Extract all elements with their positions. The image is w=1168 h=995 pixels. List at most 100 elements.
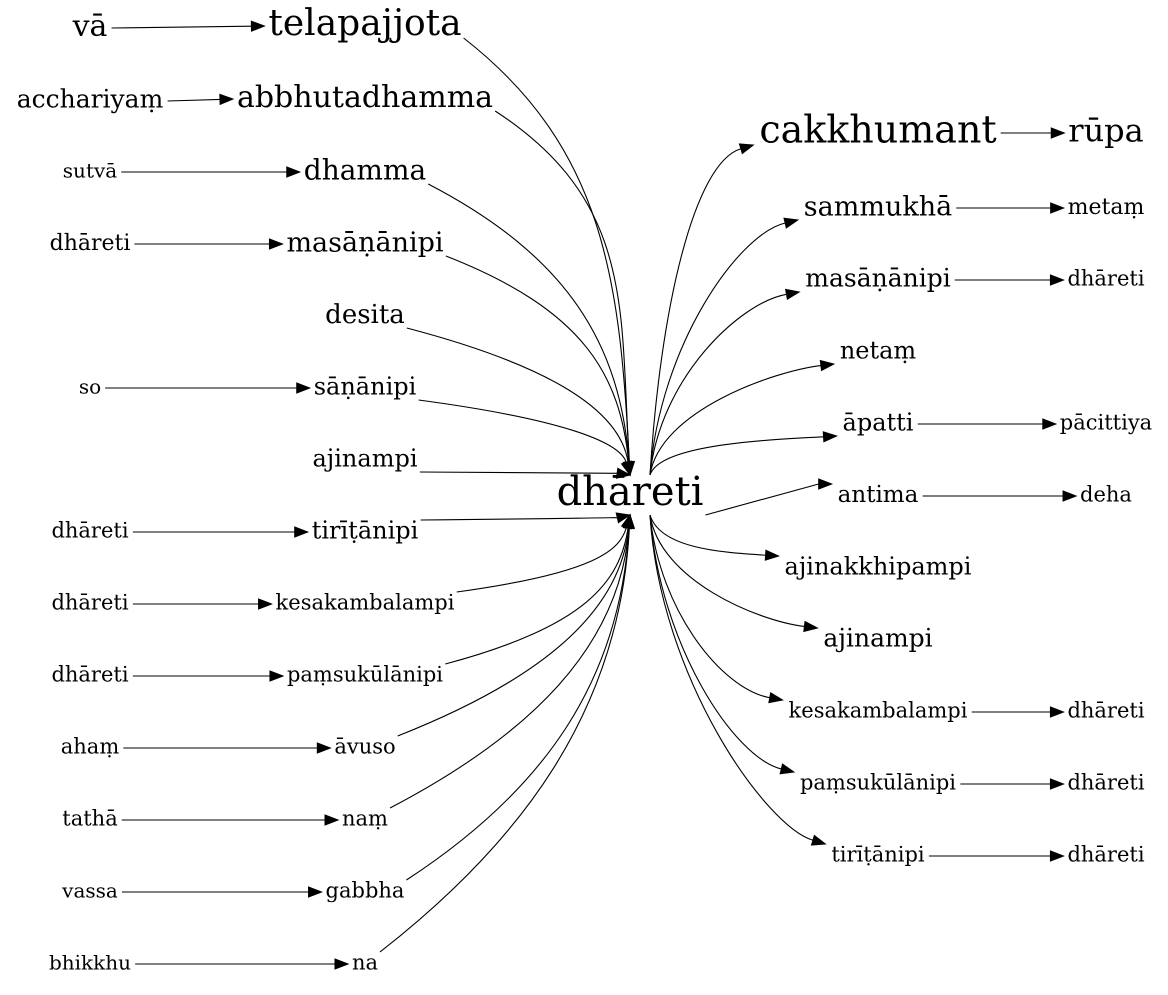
arrowhead-l8-m8 <box>294 526 310 538</box>
node-l1: vā <box>72 9 108 44</box>
edge-center-r10 <box>649 514 782 770</box>
arrowhead-center-r1 <box>738 143 755 155</box>
edge-l1-m1 <box>111 25 252 29</box>
edge-m13-center <box>406 527 630 881</box>
node-m4: masāṇānipi <box>286 228 443 259</box>
node-m9: kesakambalampi <box>276 591 455 615</box>
edge-m11-center <box>397 527 630 737</box>
node-l9: dhāreti <box>51 591 128 615</box>
arrowhead-center-r11 <box>810 834 827 846</box>
node-l13: vassa <box>61 879 118 903</box>
arrowhead-r3-f3 <box>1049 274 1065 286</box>
edge-center-r8 <box>649 514 805 627</box>
edge-m10-center <box>445 527 629 665</box>
node-f11: dhāreti <box>1067 843 1144 867</box>
node-l6: so <box>79 375 101 399</box>
edge-m14-center <box>379 527 630 953</box>
arrowhead-l10-m10 <box>269 670 285 682</box>
edge-m3-center <box>427 183 630 463</box>
arrowhead-center-r8 <box>803 620 819 633</box>
edge-m4-center <box>445 255 630 463</box>
arrowhead-r5-f5 <box>1042 418 1058 430</box>
arrowhead-center-r10 <box>779 763 796 775</box>
node-f10: dhāreti <box>1067 771 1144 795</box>
edge-center-r7 <box>649 514 766 556</box>
edge-m6-center <box>418 399 627 463</box>
node-m7: ajinampi <box>313 445 418 473</box>
node-l14: bhikkhu <box>49 951 131 975</box>
node-f1: rūpa <box>1068 112 1143 150</box>
arrowhead-l1-m1 <box>250 20 266 32</box>
edge-center-r11 <box>649 514 814 841</box>
arrowhead-m6-center <box>620 460 632 477</box>
node-m10: paṃsukūlānipi <box>287 663 443 687</box>
edge-m1-center <box>463 37 630 463</box>
node-f5: pācittiya <box>1060 411 1152 435</box>
node-l10: dhāreti <box>51 663 128 687</box>
node-l3: sutvā <box>63 159 117 183</box>
edge-m12-center <box>389 527 630 809</box>
node-m6: sāṇānipi <box>314 373 417 401</box>
arrowhead-r2-f2 <box>1050 202 1066 214</box>
node-l2: acchariyaṃ <box>17 85 164 114</box>
node-r1: cakkhumant <box>759 108 996 152</box>
node-f3: dhāreti <box>1067 267 1144 291</box>
node-r5: āpatti <box>843 409 914 437</box>
node-l8: dhāreti <box>51 519 128 543</box>
arrowhead-l14-m14 <box>334 958 350 970</box>
node-r6: antima <box>838 482 919 508</box>
node-f6: deha <box>1080 483 1132 507</box>
edge-center-r2 <box>649 222 786 476</box>
edge-m9-center <box>456 527 627 593</box>
node-l12: tathā <box>62 807 117 831</box>
node-f9: dhāreti <box>1067 699 1144 723</box>
node-center: dhāreti <box>557 469 704 515</box>
edge-l2-m2 <box>167 98 220 102</box>
node-r7: ajinakkhipampi <box>785 553 972 581</box>
arrowhead-center-r5 <box>822 431 838 443</box>
node-r10: paṃsukūlānipi <box>800 771 956 795</box>
edge-center-r3 <box>649 293 787 476</box>
arrowhead-center-r9 <box>768 691 784 704</box>
arrowhead-center-r4 <box>819 359 836 372</box>
arrowhead-l9-m9 <box>258 598 273 610</box>
node-r3: masāṇānipi <box>805 264 950 293</box>
node-m12: naṃ <box>342 807 388 831</box>
arrowhead-center-r6 <box>818 478 834 490</box>
node-m11: āvuso <box>334 735 395 759</box>
arrowhead-r6-f6 <box>1062 490 1078 502</box>
node-r2: sammukhā <box>804 192 952 223</box>
arrowhead-l6-m6 <box>296 382 312 394</box>
edge-m2-center <box>494 110 630 463</box>
arrowhead-center-r3 <box>784 288 801 301</box>
node-m1: telapajjota <box>268 3 461 44</box>
node-l11: ahaṃ <box>61 735 120 759</box>
edge-center-r9 <box>649 514 770 699</box>
arrowhead-center-r7 <box>764 549 780 561</box>
arrowhead-r10-f10 <box>1049 778 1065 790</box>
arrowhead-l4-m4 <box>268 238 284 250</box>
node-m13: gabbha <box>326 879 405 903</box>
node-m3: dhamma <box>304 154 426 187</box>
node-m8: tirīṭānipi <box>312 517 419 545</box>
node-layer: dhāreti vā telapajjota acchariyaṃ abbhut… <box>17 3 1153 975</box>
node-r4: netaṃ <box>840 337 917 365</box>
edge-center-r4 <box>649 364 821 476</box>
edge-center-r1 <box>649 148 742 476</box>
arrowhead-l11-m11 <box>316 742 332 754</box>
node-r8: ajinampi <box>823 624 932 653</box>
arrowhead-l13-m13 <box>308 886 323 898</box>
edge-center-r5 <box>649 436 824 476</box>
arrowhead-r1-f1 <box>1050 127 1066 139</box>
edge-m5-center <box>406 327 629 463</box>
node-m2: abbhutadhamma <box>237 80 493 115</box>
node-f2: metaṃ <box>1068 195 1145 220</box>
arrowhead-l3-m3 <box>286 166 302 178</box>
arrowhead-r9-f9 <box>1049 706 1065 718</box>
edge-layer <box>105 20 1078 970</box>
node-m5: desita <box>325 300 405 330</box>
node-r11: tirīṭānipi <box>831 843 925 867</box>
arrowhead-r11-f11 <box>1049 850 1065 862</box>
edge-center-r6 <box>705 483 819 516</box>
